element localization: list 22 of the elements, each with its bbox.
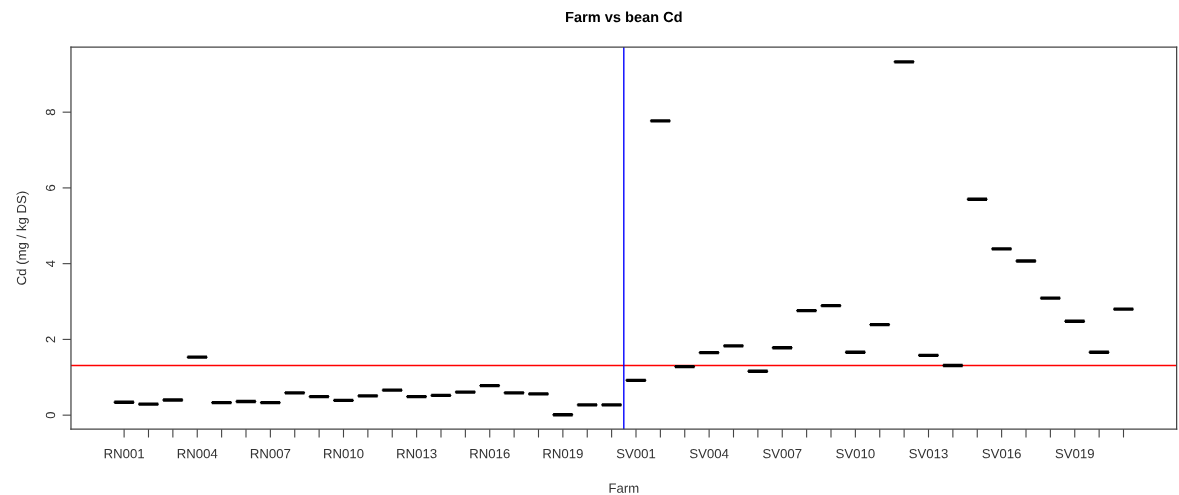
y-tick-label: 8	[45, 109, 56, 116]
x-tick-label: SV016	[982, 448, 1021, 459]
x-tick-label: RN010	[324, 448, 364, 459]
x-tick-label: SV007	[763, 448, 802, 459]
y-tick-label: 0	[45, 412, 56, 419]
x-tick-label: RN001	[104, 448, 145, 459]
x-tick-label: SV013	[909, 448, 948, 459]
y-axis-title: Cd (mg / kg DS)	[16, 191, 29, 285]
x-tick-label: SV004	[689, 448, 729, 459]
y-tick-label: 2	[45, 336, 56, 343]
y-tick-label: 4	[45, 260, 56, 268]
x-tick-label: SV001	[616, 448, 656, 459]
x-axis-title: Farm	[609, 483, 639, 493]
x-tick-label: RN019	[543, 448, 583, 459]
x-tick-label: RN007	[250, 448, 291, 459]
x-tick-label: RN004	[177, 448, 218, 459]
y-tick-label: 6	[45, 184, 56, 191]
chart-title: Farm vs bean Cd	[566, 11, 682, 23]
x-tick-label: SV010	[836, 448, 875, 459]
x-tick-label: SV019	[1055, 448, 1094, 459]
x-tick-label: RN013	[397, 448, 437, 459]
x-tick-label: RN016	[470, 448, 510, 459]
